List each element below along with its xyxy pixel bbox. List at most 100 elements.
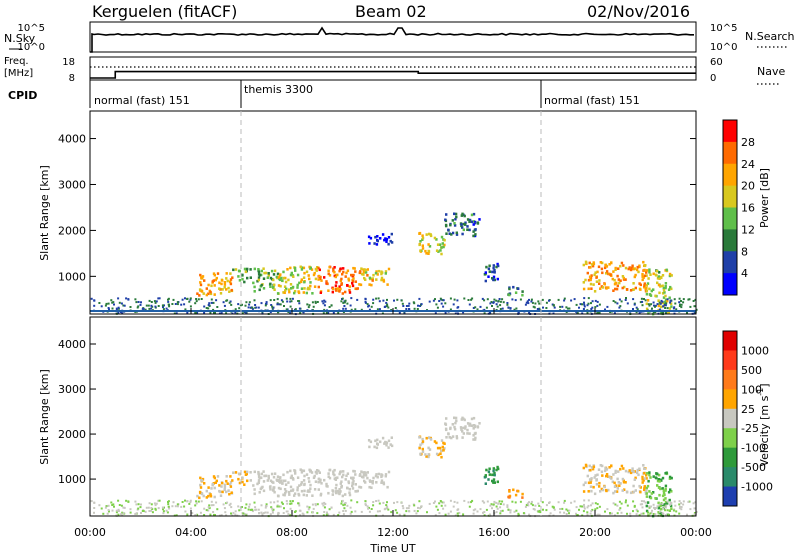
velocity-cell	[258, 491, 261, 494]
velocity-cell	[603, 485, 606, 489]
velocity-cell	[461, 436, 464, 439]
velocity-cell	[466, 428, 469, 432]
velocity-cell	[343, 507, 346, 510]
power-cell	[621, 286, 624, 290]
velocity-cell	[440, 504, 443, 507]
power-cell	[184, 308, 187, 311]
velocity-cell	[223, 483, 227, 487]
power-cell	[286, 300, 289, 303]
power-cell	[600, 285, 603, 288]
velocity-cell	[517, 512, 520, 515]
power-cell	[654, 311, 657, 314]
power-cell	[542, 306, 544, 309]
velocity-cell	[286, 502, 289, 505]
velocity-cell	[656, 484, 659, 487]
power-cell	[589, 278, 592, 282]
power-cell	[635, 268, 639, 272]
power-cell	[147, 304, 150, 307]
power-cell	[197, 298, 200, 301]
power-cell	[359, 270, 362, 273]
power-cell	[525, 301, 528, 304]
power-cell	[347, 277, 350, 281]
velocity-cell	[352, 469, 355, 473]
velocity-cell	[501, 500, 504, 503]
power-cell	[368, 276, 372, 280]
velocity-cell	[476, 425, 480, 428]
velocity-cell	[375, 481, 378, 484]
power-cell	[622, 264, 625, 267]
velocity-cell	[552, 506, 555, 509]
power-cell	[110, 299, 113, 302]
velocity-cell	[658, 473, 661, 477]
velocity-cell	[118, 504, 121, 506]
power-cell	[297, 300, 300, 302]
velocity-cell	[508, 496, 511, 499]
power-cell	[162, 306, 164, 309]
velocity-cell	[486, 500, 489, 503]
power-cell	[674, 302, 677, 305]
power-cell	[289, 312, 292, 315]
power-cell	[350, 297, 353, 300]
power-cell	[335, 281, 338, 284]
velocity-cell	[654, 513, 657, 516]
velocity-cell	[622, 479, 625, 483]
power-cell	[257, 278, 260, 282]
velocity-cell	[219, 494, 223, 497]
power-cell	[270, 269, 274, 273]
velocity-cell	[438, 512, 441, 515]
velocity-cell	[195, 514, 197, 517]
power-cell	[434, 298, 436, 301]
power-cell	[148, 299, 151, 302]
velocity-cell	[672, 509, 675, 512]
power-cell	[121, 312, 124, 315]
power-cell	[327, 269, 330, 273]
power-cell	[471, 297, 474, 300]
power-colorbar-tick-label: 12	[741, 223, 755, 236]
velocity-cell	[237, 505, 240, 508]
velocity-cell	[638, 467, 641, 471]
power-colorbar-tick-label: 8	[741, 245, 748, 258]
velocity-cell	[645, 504, 648, 508]
power-cell	[280, 299, 283, 302]
power-cell	[136, 306, 139, 309]
velocity-cell	[244, 513, 246, 516]
power-cell	[421, 234, 424, 237]
power-cell	[408, 308, 410, 310]
velocity-cell	[140, 512, 142, 514]
velocity-cell	[139, 506, 142, 509]
power-cell	[150, 304, 153, 307]
power-cell	[373, 242, 376, 245]
power-cell	[586, 271, 589, 275]
velocity-cell	[323, 506, 326, 509]
velocity-cell	[168, 507, 171, 510]
power-cell	[623, 285, 626, 289]
velocity-cell	[474, 431, 477, 435]
power-cell	[654, 305, 656, 308]
power-cell	[382, 299, 385, 302]
velocity-cell	[341, 499, 344, 502]
velocity-cell	[415, 512, 418, 515]
velocity-cell	[291, 500, 294, 503]
velocity-cell	[194, 504, 197, 507]
power-cell	[499, 304, 502, 307]
velocity-cell	[372, 504, 375, 507]
power-cell	[666, 307, 669, 310]
velocity-cell	[277, 478, 280, 482]
power-cell	[157, 297, 160, 300]
velocity-cell	[590, 477, 593, 480]
power-cell	[634, 286, 637, 290]
power-cell	[319, 275, 322, 279]
velocity-cell	[368, 479, 372, 482]
velocity-cell	[418, 436, 421, 439]
power-cell	[384, 272, 387, 275]
power-cell	[356, 298, 359, 301]
power-cell	[344, 290, 347, 294]
velocity-cell	[342, 473, 345, 477]
velocity-cell	[312, 507, 315, 510]
power-cell	[334, 284, 338, 287]
velocity-cell	[227, 489, 230, 492]
power-cell	[296, 286, 299, 289]
power-cell	[196, 292, 199, 295]
velocity-cell	[234, 510, 237, 513]
velocity-cell	[472, 512, 475, 515]
